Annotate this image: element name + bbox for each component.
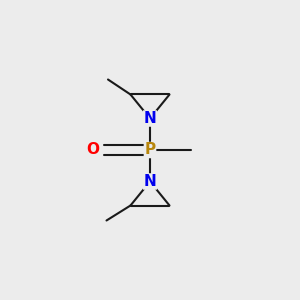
Text: O: O [86,142,100,158]
Text: N: N [144,111,156,126]
Text: P: P [144,142,156,158]
Text: N: N [144,174,156,189]
